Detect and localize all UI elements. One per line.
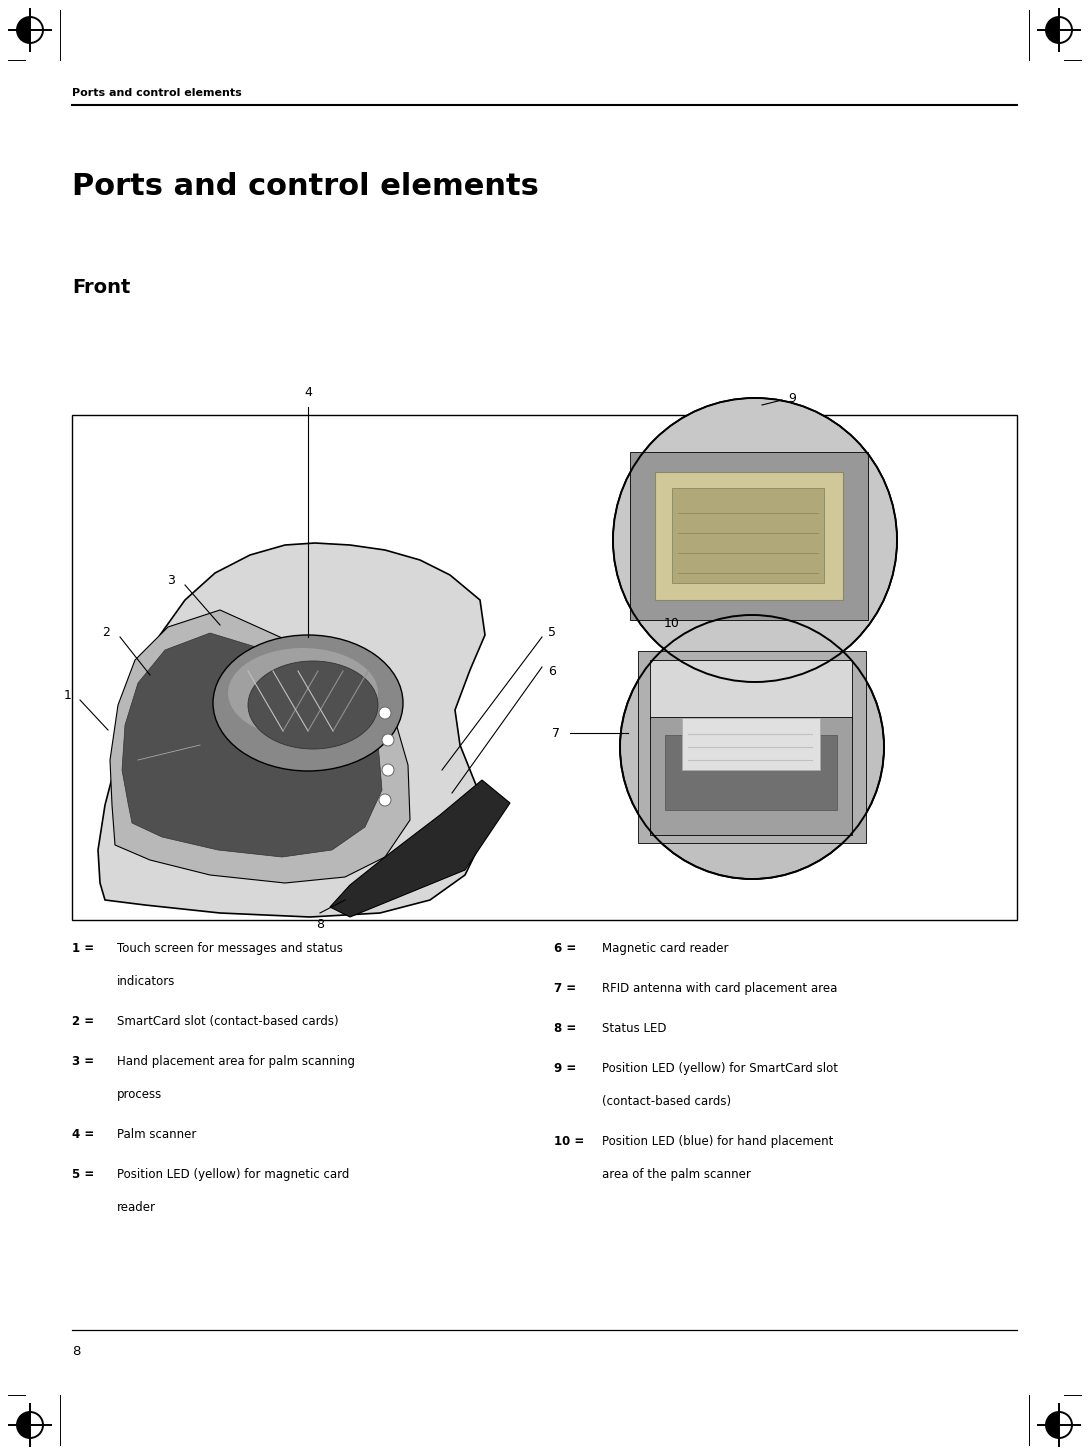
- Circle shape: [620, 615, 884, 879]
- Bar: [672, 487, 824, 583]
- Text: 1: 1: [64, 688, 72, 701]
- Circle shape: [382, 764, 394, 776]
- Text: area of the palm scanner: area of the palm scanner: [602, 1168, 751, 1181]
- Text: Status LED: Status LED: [602, 1021, 666, 1035]
- Text: 7 =: 7 =: [554, 982, 576, 995]
- Text: 3: 3: [167, 573, 175, 586]
- Text: Position LED (blue) for hand placement: Position LED (blue) for hand placement: [602, 1135, 834, 1148]
- Bar: [654, 471, 843, 599]
- Text: 6 =: 6 =: [554, 941, 577, 954]
- Text: 8: 8: [72, 1344, 81, 1358]
- Text: 8 =: 8 =: [554, 1021, 577, 1035]
- Text: Position LED (yellow) for magnetic card: Position LED (yellow) for magnetic card: [117, 1168, 350, 1181]
- Text: 10: 10: [664, 617, 680, 630]
- Text: Magnetic card reader: Magnetic card reader: [602, 941, 729, 954]
- Text: Ports and control elements: Ports and control elements: [72, 172, 539, 201]
- Text: reader: reader: [117, 1200, 156, 1213]
- Polygon shape: [98, 543, 485, 917]
- Text: process: process: [117, 1088, 162, 1101]
- Text: Front: Front: [72, 278, 131, 297]
- Ellipse shape: [213, 634, 403, 771]
- Text: 9 =: 9 =: [554, 1062, 577, 1075]
- Text: SmartCard slot (contact-based cards): SmartCard slot (contact-based cards): [117, 1016, 339, 1029]
- Bar: [631, 453, 868, 620]
- Wedge shape: [1047, 1411, 1059, 1438]
- Text: 4 =: 4 =: [72, 1128, 95, 1141]
- Polygon shape: [330, 780, 510, 917]
- Circle shape: [379, 794, 391, 806]
- Text: 10 =: 10 =: [554, 1135, 585, 1148]
- Bar: [650, 717, 852, 835]
- Text: 6: 6: [548, 665, 555, 678]
- Wedge shape: [17, 1411, 30, 1438]
- Bar: [682, 717, 820, 770]
- Wedge shape: [1047, 17, 1059, 44]
- Text: Touch screen for messages and status: Touch screen for messages and status: [117, 941, 343, 954]
- Text: 9: 9: [788, 393, 796, 406]
- Bar: [72, 415, 1017, 920]
- Ellipse shape: [248, 661, 378, 749]
- Wedge shape: [17, 17, 30, 44]
- Text: Hand placement area for palm scanning: Hand placement area for palm scanning: [117, 1055, 355, 1068]
- Polygon shape: [122, 633, 382, 857]
- Ellipse shape: [228, 647, 378, 738]
- Text: (contact-based cards): (contact-based cards): [602, 1096, 732, 1109]
- Circle shape: [613, 399, 897, 682]
- Text: 7: 7: [552, 726, 560, 739]
- Bar: [665, 735, 837, 810]
- Text: 2 =: 2 =: [72, 1016, 94, 1029]
- Text: Position LED (yellow) for SmartCard slot: Position LED (yellow) for SmartCard slot: [602, 1062, 839, 1075]
- Text: 1 =: 1 =: [72, 941, 94, 954]
- Bar: [638, 650, 866, 842]
- Bar: [650, 661, 852, 720]
- Text: 2: 2: [102, 627, 110, 640]
- Text: 3 =: 3 =: [72, 1055, 94, 1068]
- Text: 5: 5: [548, 627, 556, 640]
- Text: Palm scanner: Palm scanner: [117, 1128, 196, 1141]
- Polygon shape: [110, 610, 409, 883]
- Circle shape: [379, 707, 391, 719]
- Text: 8: 8: [316, 918, 325, 931]
- Circle shape: [382, 733, 394, 746]
- Text: Ports and control elements: Ports and control elements: [72, 87, 242, 97]
- Text: 4: 4: [304, 386, 311, 399]
- Circle shape: [614, 399, 896, 681]
- Text: RFID antenna with card placement area: RFID antenna with card placement area: [602, 982, 837, 995]
- Text: 5 =: 5 =: [72, 1168, 95, 1181]
- Text: indicators: indicators: [117, 975, 175, 988]
